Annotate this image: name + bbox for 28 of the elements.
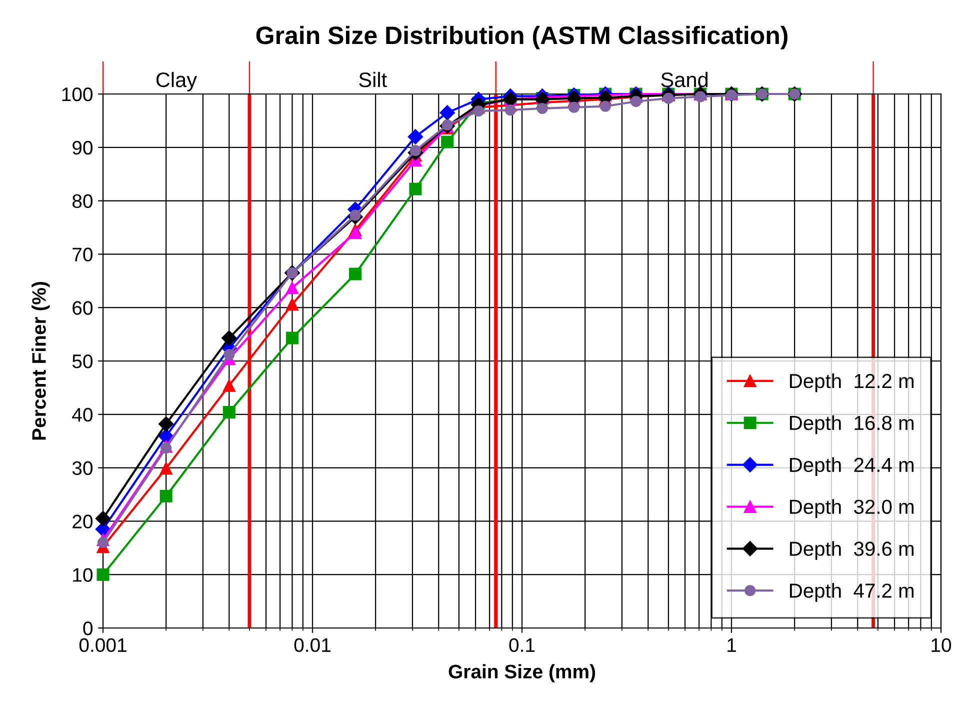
x-tick-label: 0.001: [79, 638, 126, 652]
x-tick-label: 1: [728, 638, 736, 652]
y-tick-label: 80: [72, 194, 93, 208]
y-tick-label: 90: [72, 140, 93, 155]
x-tick-label: 10: [932, 638, 952, 652]
legend-label: Depth 16.8 m: [790, 415, 914, 434]
x-tick-label: 0.01: [294, 638, 330, 652]
legend-label: Depth 47.2 m: [790, 583, 914, 602]
y-tick-label: 70: [72, 248, 93, 262]
legend-label: Depth 39.6 m: [790, 541, 914, 560]
text: Clay: [156, 72, 198, 92]
chart-title: Grain Size Distribution (ASTM Classification): [256, 26, 788, 50]
y-axis-title: Percent Finer (%): [32, 282, 50, 440]
legend-label: Depth 32.0 m: [790, 499, 914, 518]
y-tick-label: 50: [72, 354, 93, 368]
legend-label: Depth 12.2 m: [790, 373, 914, 392]
y-tick-label: 10: [73, 568, 93, 582]
legend-label: Depth 24.4 m: [790, 457, 914, 476]
y-tick-label: 30: [72, 461, 93, 476]
y-tick-label: 40: [72, 408, 93, 422]
text: Sand: [661, 72, 708, 88]
y-tick-label: 60: [72, 301, 93, 315]
x-axis-title: Grain Size (mm): [448, 664, 596, 682]
text: Silt: [359, 72, 387, 88]
y-tick-label: 0: [83, 621, 93, 636]
y-tick-label: 20: [72, 514, 93, 528]
y-tick-label: 100: [62, 87, 93, 102]
x-tick-label: 0.1: [509, 638, 535, 652]
